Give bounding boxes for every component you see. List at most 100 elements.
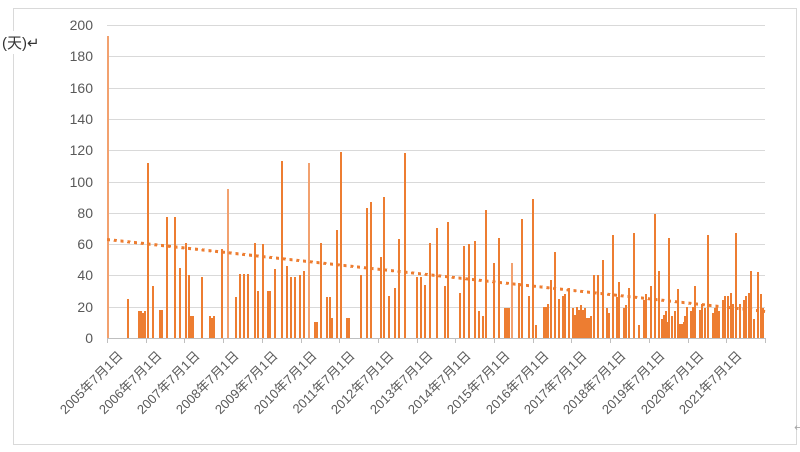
data-bar (547, 303, 549, 338)
data-bar (269, 291, 271, 338)
data-bar (140, 311, 142, 338)
data-bar (243, 273, 245, 338)
data-bar (506, 308, 508, 338)
paragraph-mark: ↵ (794, 422, 800, 434)
data-bar (748, 292, 750, 338)
data-bar (650, 286, 652, 338)
data-bar (174, 217, 176, 338)
data-bar (714, 308, 716, 338)
data-bar (340, 151, 342, 338)
data-bar (722, 300, 724, 338)
data-bar (578, 309, 580, 338)
data-bar (681, 323, 683, 338)
data-bar (618, 281, 620, 338)
x-tick (571, 338, 573, 343)
data-bar (633, 233, 635, 338)
y-gridline (107, 212, 765, 214)
x-tick (494, 338, 496, 343)
x-tick (223, 338, 225, 343)
data-bar (730, 292, 732, 338)
x-tick (300, 338, 302, 343)
data-bar (727, 295, 729, 338)
data-bar (712, 312, 714, 338)
data-bar (545, 306, 547, 338)
data-bar (684, 316, 686, 338)
data-bar (388, 295, 390, 338)
data-bar (645, 294, 647, 338)
data-bar (757, 272, 759, 338)
y-tick-label: 20 (77, 298, 93, 315)
data-bar (658, 270, 660, 338)
y-tick-label: 120 (69, 142, 93, 159)
data-bar (694, 286, 696, 338)
data-bar (303, 270, 305, 338)
data-bar (701, 303, 703, 338)
y-gridline (107, 25, 765, 26)
data-bar (326, 297, 328, 338)
data-bar (493, 262, 495, 338)
data-bar (211, 317, 213, 338)
data-bar (504, 308, 506, 338)
data-bar (724, 295, 726, 338)
data-bar (616, 297, 618, 338)
data-bar (213, 316, 215, 338)
x-tick (416, 338, 418, 343)
data-bar (543, 306, 545, 338)
data-bar (447, 222, 449, 338)
data-bar (138, 311, 140, 338)
data-bar (582, 309, 584, 338)
data-bar (586, 317, 588, 338)
data-bar (568, 287, 570, 338)
x-tick (648, 338, 650, 343)
data-bar (107, 35, 109, 338)
x-tick (184, 338, 186, 343)
data-bar (331, 317, 333, 338)
data-bar (294, 276, 296, 338)
data-bar (665, 311, 667, 338)
x-tick (726, 338, 728, 343)
data-bar (745, 295, 747, 338)
data-bar (159, 309, 161, 338)
data-bar (762, 308, 764, 338)
x-tick (339, 338, 341, 343)
y-tick-label: 140 (69, 110, 93, 127)
data-bar (564, 294, 566, 338)
data-bar (511, 262, 513, 338)
chart-frame (13, 8, 797, 445)
data-bar (308, 162, 310, 338)
data-bar (142, 312, 144, 338)
data-bar (760, 294, 762, 338)
data-bar (299, 275, 301, 338)
data-bar (314, 322, 316, 338)
y-tick-label: 100 (69, 173, 93, 190)
data-bar (597, 275, 599, 338)
data-bar (474, 240, 476, 338)
y-gridline (107, 181, 765, 183)
data-bar (227, 189, 229, 338)
data-bar (329, 297, 331, 338)
data-bar (686, 306, 688, 338)
data-bar (286, 266, 288, 338)
data-bar (290, 276, 292, 338)
y-tick-label: 200 (69, 17, 93, 33)
data-bar (424, 284, 426, 338)
data-bar (574, 314, 576, 338)
data-bar (692, 306, 694, 338)
data-bar (550, 280, 552, 338)
data-bar (221, 248, 223, 338)
data-bar (602, 259, 604, 338)
data-bar (398, 239, 400, 338)
y-gridline (107, 56, 765, 58)
data-bar (320, 242, 322, 338)
data-bar (404, 153, 406, 338)
data-bar (436, 228, 438, 338)
data-bar (161, 309, 163, 338)
data-bar (336, 230, 338, 338)
data-bar (394, 287, 396, 338)
data-bar (704, 308, 706, 338)
data-bar (584, 308, 586, 338)
data-bar (518, 283, 520, 338)
data-bar (190, 316, 192, 338)
data-bar (188, 275, 190, 338)
data-bar (661, 319, 663, 338)
